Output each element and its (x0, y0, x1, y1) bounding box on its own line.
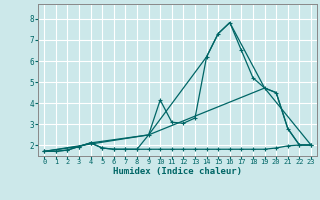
X-axis label: Humidex (Indice chaleur): Humidex (Indice chaleur) (113, 167, 242, 176)
